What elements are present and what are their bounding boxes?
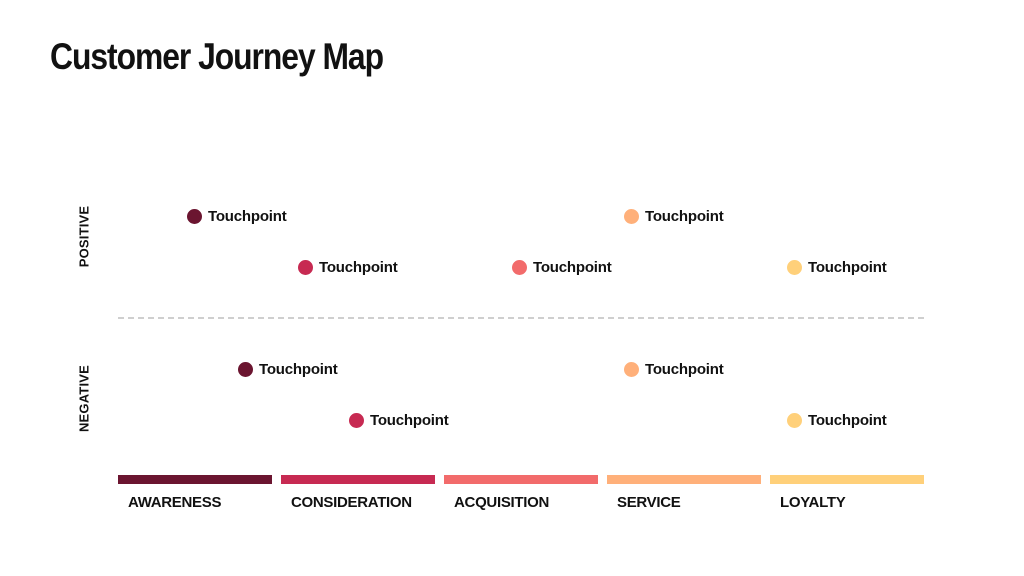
touchpoint-dot [624,208,639,224]
stage-label: CONSIDERATION [291,494,412,511]
touchpoint-positive-consideration: Touchpoint [298,257,398,277]
stage-consideration: CONSIDERATION [281,475,435,511]
touchpoint-dot [787,259,802,275]
touchpoint-label: Touchpoint [259,360,338,378]
touchpoint-negative-consideration: Touchpoint [349,410,449,430]
stage-bar [770,475,924,484]
stage-service: SERVICE [607,475,761,511]
touchpoint-label: Touchpoint [319,258,398,276]
page-title: Customer Journey Map [50,36,384,77]
touchpoint-positive-acquisition: Touchpoint [512,257,612,277]
stage-loyalty: LOYALTY [770,475,924,511]
touchpoint-dot [624,361,639,377]
touchpoint-label: Touchpoint [808,258,887,276]
touchpoint-label: Touchpoint [208,207,287,225]
stage-label: SERVICE [617,494,681,511]
touchpoint-negative-awareness: Touchpoint [238,359,338,379]
stage-bar [444,475,598,484]
touchpoint-dot [187,208,202,224]
stage-label: ACQUISITION [454,494,550,511]
touchpoint-dot [512,259,527,275]
touchpoint-label: Touchpoint [645,207,724,225]
stage-awareness: AWARENESS [118,475,272,511]
stage-bar [607,475,761,484]
touchpoint-positive-service: Touchpoint [624,206,724,226]
touchpoint-positive-loyalty: Touchpoint [787,257,887,277]
touchpoint-label: Touchpoint [370,411,449,429]
touchpoint-label: Touchpoint [808,411,887,429]
touchpoint-dot [298,259,313,275]
stage-bar [118,475,272,484]
stage-bar [281,475,435,484]
stage-acquisition: ACQUISITION [444,475,598,511]
touchpoint-positive-awareness: Touchpoint [187,206,287,226]
sentiment-divider [118,317,924,319]
touchpoint-negative-loyalty: Touchpoint [787,410,887,430]
touchpoint-label: Touchpoint [645,360,724,378]
touchpoint-dot [349,412,364,428]
touchpoint-label: Touchpoint [533,258,612,276]
touchpoint-negative-service: Touchpoint [624,359,724,379]
negative-axis-label: NEGATIVE [76,364,92,433]
touchpoint-dot [238,361,253,377]
stage-label: LOYALTY [780,494,846,511]
positive-axis-label: POSITIVE [76,205,92,268]
touchpoint-dot [787,412,802,428]
stage-label: AWARENESS [128,494,222,511]
